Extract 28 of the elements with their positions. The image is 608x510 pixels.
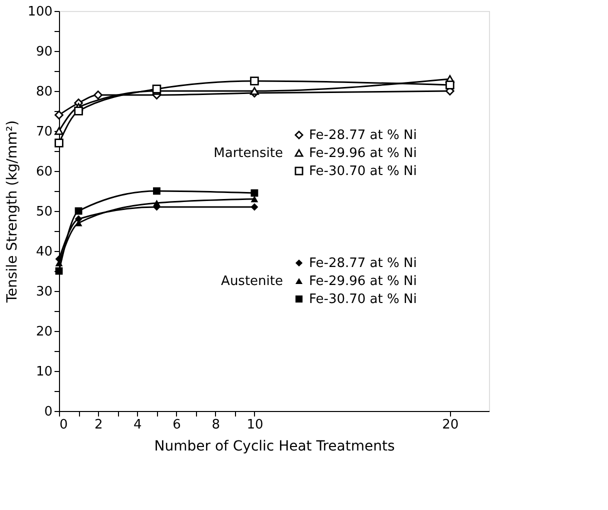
x-tick-label: 8 [212,418,220,432]
legend-label: Fe-29.96 at % Ni [309,146,417,161]
y-tick-label: 30 [36,284,52,300]
annotation: Martensite [214,146,283,161]
legend-label: Fe-30.70 at % Ni [309,164,417,179]
y-axis-title: Tensile Strength (kg/mm²) [4,120,21,304]
y-tick-label: 0 [44,404,52,420]
legend-label: Fe-29.96 at % Ni [309,274,417,289]
annotation: Austenite [221,274,283,289]
y-tick-label: 70 [36,124,52,140]
x-tick-label: 0 [60,418,68,432]
legend-label: Fe-28.77 at % Ni [309,128,417,143]
y-tick-label: 80 [36,84,52,100]
y-tick-label: 90 [36,44,52,60]
x-tick-label: 2 [94,418,103,432]
x-tick-label: 20 [442,418,459,432]
x-tick-label: 10 [246,418,264,432]
y-tick-label: 50 [36,204,52,220]
legend-label: Fe-28.77 at % Ni [309,256,417,271]
y-tick-label: 60 [36,164,52,180]
legend-label: Fe-30.70 at % Ni [309,292,417,307]
y-tick-label: 20 [36,324,52,340]
y-tick-label: 100 [28,4,52,20]
x-tick-label: 6 [172,418,181,432]
x-tick-label: 4 [134,418,142,432]
x-axis-title: Number of Cyclic Heat Treatments [154,438,395,454]
y-tick-label: 10 [36,364,52,380]
y-tick-label: 40 [36,244,52,260]
